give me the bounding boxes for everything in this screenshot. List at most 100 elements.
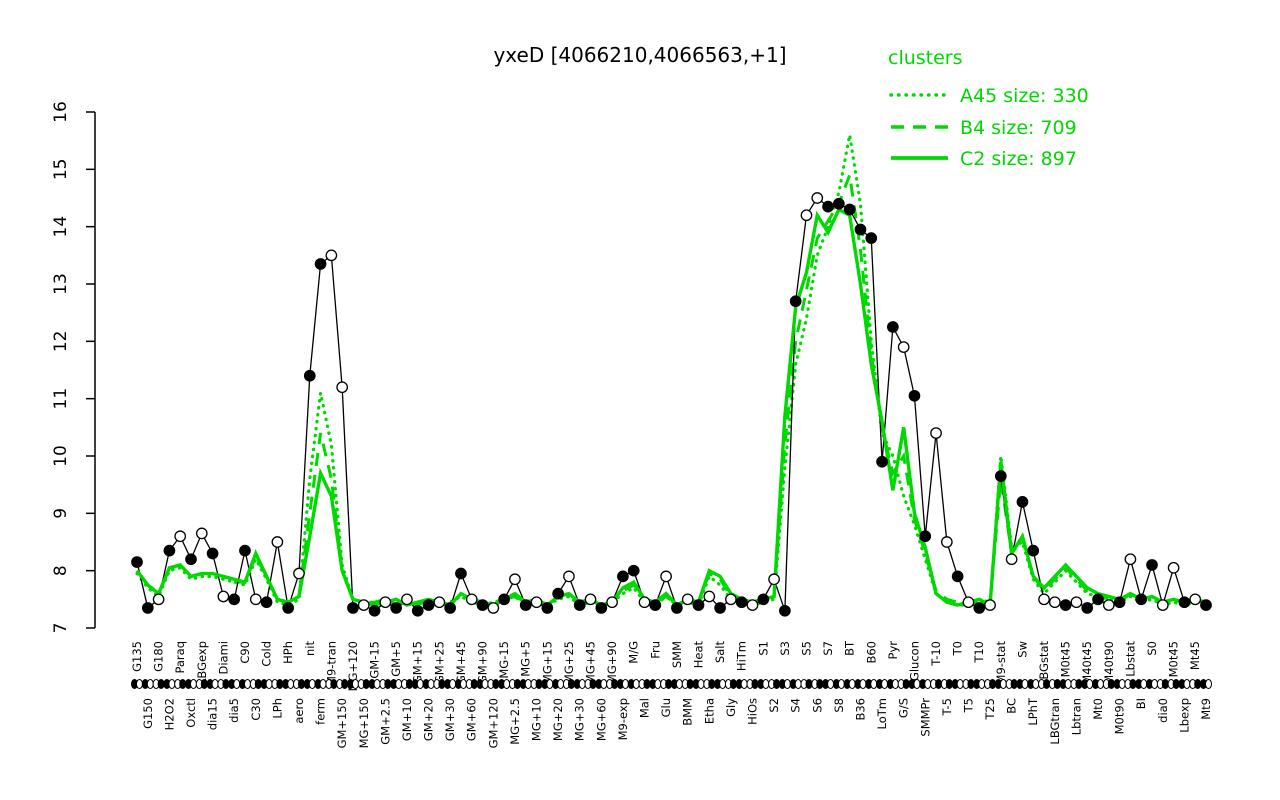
data-point	[714, 602, 726, 614]
chart-title: yxeD [4066210,4066563,+1]	[493, 43, 786, 67]
x-tick-label: LBGexp	[195, 641, 209, 685]
x-tick-label: T5	[961, 698, 975, 713]
x-tick-label: GM+150	[335, 698, 349, 748]
data-point	[692, 599, 705, 611]
x-tick-label: LBGstat	[1037, 641, 1051, 687]
data-point	[347, 602, 359, 614]
x-tick-label: GM+2.5	[378, 698, 392, 745]
x-tick-label: SMMPr	[918, 698, 932, 737]
y-tick-label: 8	[51, 565, 71, 576]
x-tick-label: T10	[972, 641, 986, 664]
data-point	[725, 593, 737, 606]
data-point	[552, 587, 564, 600]
data-point	[617, 570, 629, 583]
data-point	[671, 602, 683, 614]
data-point	[1113, 596, 1126, 609]
x-tick-label: GM+45	[454, 641, 468, 684]
x-tick-label: BI	[1134, 698, 1148, 709]
data-point	[962, 596, 975, 609]
x-tick-label: nit	[303, 641, 317, 656]
x-tick-label: Pyr	[886, 641, 900, 660]
x-tick-label: C30	[249, 698, 263, 721]
data-point	[239, 544, 251, 557]
x-tick-label: H2O2	[162, 698, 176, 730]
data-point	[325, 249, 338, 262]
x-tick-label: GM+20	[422, 698, 436, 741]
data-point	[627, 564, 640, 577]
data-point	[876, 455, 888, 468]
x-tick-label: GM+10	[400, 698, 414, 741]
x-tick-label: BMM	[681, 698, 695, 726]
legend-entry-b4: B4 size: 709	[960, 117, 1077, 139]
x-tick-label: S5	[799, 641, 813, 656]
x-tick-label: GM+60	[465, 698, 479, 741]
data-point	[649, 599, 662, 611]
data-point	[973, 602, 986, 614]
x-axis-marker-strip	[131, 679, 1212, 689]
x-tick-label: SMM	[670, 641, 684, 668]
x-tick-label: S1	[756, 641, 770, 656]
data-point	[303, 369, 316, 382]
x-tick-label: dia0	[1156, 698, 1170, 723]
x-tick-label: MG+25	[562, 641, 576, 684]
x-tick-label: MG+60	[594, 698, 608, 741]
data-point	[379, 596, 392, 609]
data-point	[735, 596, 748, 609]
x-tick-label: MG+15	[540, 641, 554, 684]
x-tick-label: MG+150	[357, 698, 371, 748]
legend-entry-c2: C2 size: 897	[960, 148, 1077, 170]
x-tick-label: LPh	[270, 698, 284, 719]
x-tick-label: GM-15	[368, 641, 382, 679]
y-tick-label: 14	[51, 216, 71, 238]
x-tick-label: M9-tran	[324, 641, 338, 686]
data-point	[887, 321, 899, 333]
data-point	[1102, 599, 1115, 611]
data-point	[908, 389, 921, 402]
x-tick-label: MG+120	[346, 641, 360, 691]
data-point	[314, 258, 327, 270]
x-tick-label: dia5	[227, 698, 241, 723]
x-tick-label: MG-15	[497, 641, 511, 679]
x-tick-label: G/S	[897, 698, 911, 718]
x-axis-labels: G135 G150 G180 H2O2 Paraq Oxctl LBGexp dia15 Dia…	[130, 640, 1213, 748]
data-point	[1092, 593, 1104, 606]
data-point	[897, 341, 910, 353]
x-tick-label: M9-stat	[994, 641, 1008, 685]
x-tick-label: ferm	[314, 698, 328, 725]
data-point	[563, 570, 575, 583]
data-point	[919, 530, 932, 543]
legend-title: clusters	[888, 47, 963, 69]
plot-area: 7 8 9 10 11 12 13 14 15 16 G135 G150 G180 H2O2 Paraq Ox…	[51, 101, 1213, 748]
x-tick-label: M40t90	[1102, 641, 1116, 685]
x-tick-label: T0	[951, 641, 965, 656]
data-point	[411, 604, 424, 617]
data-point	[833, 197, 845, 210]
x-tick-label: Mt9	[1199, 698, 1213, 720]
data-point	[768, 573, 780, 586]
x-tick-label: Lbtran	[1069, 698, 1083, 735]
data-point	[357, 599, 370, 611]
x-tick-label: Heat	[691, 641, 705, 669]
y-tick-label: 10	[51, 445, 71, 467]
x-tick-label: LoTm	[875, 698, 889, 729]
data-point	[433, 596, 446, 609]
x-tick-label: Oxctl	[184, 698, 198, 728]
x-tick-label: Mt0	[1091, 698, 1105, 720]
data-point	[228, 593, 241, 606]
x-tick-label: G135	[130, 641, 144, 672]
data-point	[1135, 593, 1148, 606]
x-tick-label: M40t45	[1080, 641, 1094, 685]
x-tick-label: Diami	[216, 641, 230, 675]
y-tick-label: 15	[51, 159, 71, 181]
data-point	[476, 599, 489, 611]
data-point	[519, 599, 532, 611]
data-point	[163, 544, 176, 557]
data-point	[141, 602, 154, 614]
data-point	[1005, 553, 1018, 566]
data-point	[487, 602, 500, 614]
series-lines	[135, 134, 1208, 612]
x-tick-label: GM+5	[389, 641, 403, 677]
x-tick-label: S6	[810, 698, 824, 713]
data-point	[174, 530, 187, 543]
data-point	[1038, 593, 1050, 606]
